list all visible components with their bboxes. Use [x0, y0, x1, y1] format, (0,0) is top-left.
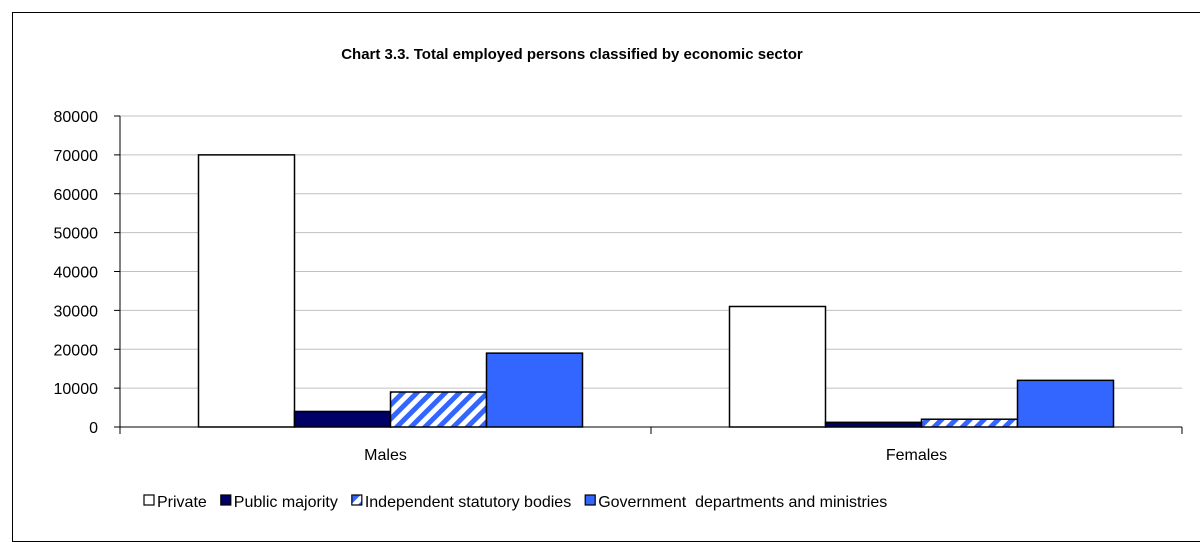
tick-labels: 0 10000 20000 30000 40000 50000 60000 70000 8000…	[54, 109, 99, 437]
bar	[485, 352, 584, 428]
bar	[197, 154, 296, 428]
legend-swatch	[143, 494, 155, 506]
bar	[920, 418, 1019, 428]
y-tick-label: 50000	[54, 226, 99, 243]
legend-label: Independent statutory bodies	[365, 494, 571, 511]
y-tick-label: 20000	[54, 342, 99, 359]
bar	[1016, 379, 1115, 428]
legend-label: Public majority	[234, 494, 338, 511]
y-tick-label: 40000	[54, 265, 99, 282]
y-tick-label: 80000	[54, 109, 99, 126]
y-tick-label: 30000	[54, 303, 99, 320]
legend: Private Public majority Independent statut…	[143, 494, 887, 511]
legend-swatch	[351, 494, 363, 506]
chart-title: Chart 3.3. Total employed persons classi…	[341, 46, 803, 63]
legend-label: Government departments and ministries	[598, 494, 887, 511]
y-tick-label: 70000	[54, 148, 99, 165]
legend-swatch	[584, 494, 596, 506]
category-label: Males	[364, 447, 407, 464]
bar	[389, 391, 488, 428]
y-tick-label: 60000	[54, 187, 99, 204]
bar	[824, 421, 923, 428]
category-labels: Males Females	[364, 447, 947, 464]
y-tick-label: 10000	[54, 381, 99, 398]
bar	[728, 305, 827, 428]
y-tick-label: 0	[89, 420, 98, 437]
legend-label: Private	[157, 494, 207, 511]
category-label: Females	[886, 447, 947, 464]
gridlines	[120, 115, 1182, 389]
bar	[293, 410, 392, 428]
legend-swatch	[220, 494, 232, 506]
bars	[197, 154, 1115, 428]
